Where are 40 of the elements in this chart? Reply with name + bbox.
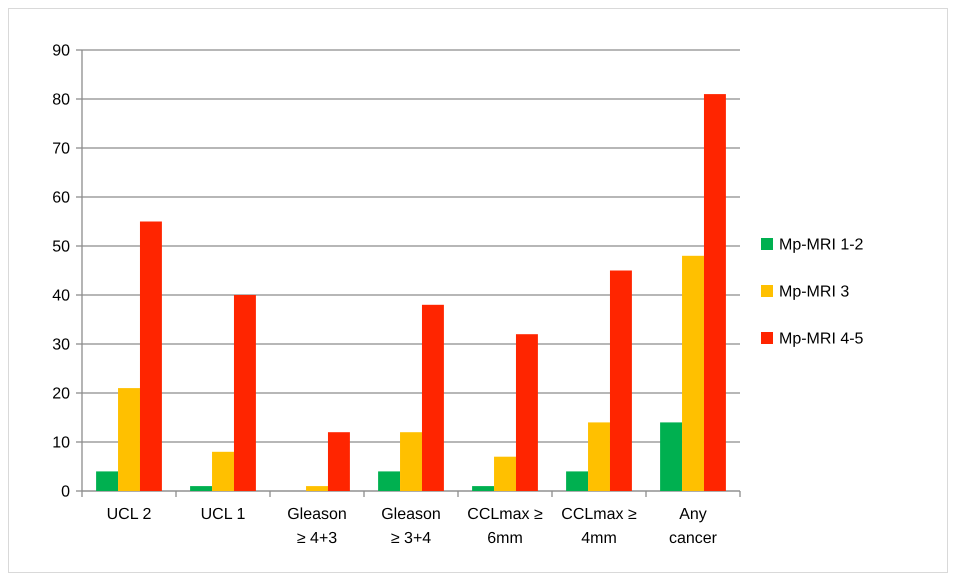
bar (422, 304, 444, 491)
bar (588, 422, 610, 491)
y-tick-label: 10 (52, 434, 70, 452)
y-tick-label: 30 (52, 336, 70, 354)
x-tick-label: CCLmax ≥ 4mm (561, 506, 637, 547)
bar (400, 432, 422, 491)
legend-label: Mp-MRI 4-5 (779, 330, 864, 348)
bar (328, 432, 350, 491)
bar (140, 222, 162, 491)
x-tick-label: UCL 2 (106, 506, 152, 523)
y-tick-label: 90 (52, 42, 70, 60)
bar (212, 452, 234, 491)
x-tick-label: Any cancer (668, 506, 718, 547)
bar (190, 486, 212, 491)
bar (610, 270, 632, 491)
bar (660, 422, 682, 491)
x-tick-label: Gleason ≥ 3+4 (381, 506, 441, 547)
y-tick-label: 20 (52, 386, 70, 403)
y-tick-label: 0 (61, 484, 70, 501)
bar (682, 256, 704, 491)
bar (472, 486, 494, 491)
y-tick-label: 80 (52, 92, 70, 109)
bar (566, 471, 588, 491)
bar (378, 471, 400, 491)
bar (494, 456, 516, 491)
bar (96, 471, 118, 491)
y-tick-label: 40 (52, 288, 70, 305)
legend-label: Mp-MRI 3 (779, 284, 850, 301)
legend-label: Mp-MRI 1-2 (779, 236, 864, 254)
y-tick-label: 60 (52, 190, 70, 207)
y-tick-label: 70 (52, 140, 70, 158)
x-tick-label: Gleason ≥ 4+3 (287, 506, 347, 547)
x-tick-label: UCL 1 (200, 506, 246, 523)
bar (516, 334, 538, 491)
bar (234, 295, 256, 491)
x-tick-label: CCLmax ≥ 6mm (467, 506, 543, 547)
y-tick-label: 50 (52, 238, 70, 256)
bar (118, 388, 140, 491)
bar (704, 94, 726, 491)
bar (306, 486, 328, 491)
